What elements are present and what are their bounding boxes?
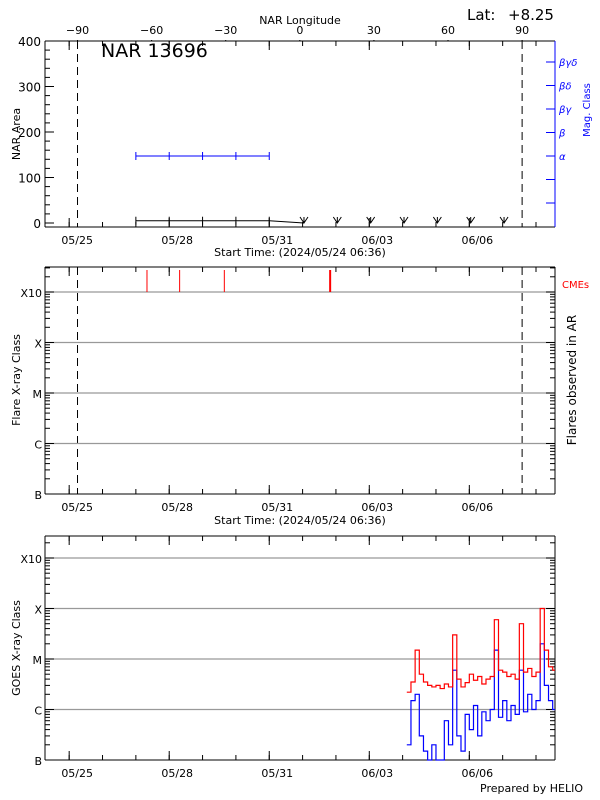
- x-axis-label-1: Start Time: (2024/05/24 06:36): [214, 246, 386, 259]
- mag-class-label: α: [559, 152, 566, 163]
- mag-class-label: βγδ: [558, 58, 577, 69]
- lon-tick-label: 0: [296, 24, 303, 37]
- lon-tick-label: −30: [214, 24, 237, 37]
- y-tick-label: X: [34, 338, 42, 351]
- y-axis-label-flare: Flare X-ray Class: [10, 334, 23, 426]
- upper-limit-arrow: [399, 216, 409, 224]
- upper-limit-arrow: [499, 216, 509, 224]
- y-tick-label: B: [34, 489, 42, 502]
- lon-tick-label: 30: [367, 24, 381, 37]
- x-tick-label: 05/25: [61, 501, 93, 514]
- goes-long-channel-line: [406, 607, 555, 693]
- x-tick-label: 05/25: [61, 234, 93, 247]
- x-tick-label: 05/31: [261, 501, 293, 514]
- goes-short-channel-line: [406, 643, 555, 761]
- latitude-label: Lat:: [467, 6, 495, 24]
- x-tick-label: 05/31: [261, 767, 293, 780]
- mag-class-label: βγ: [558, 105, 572, 116]
- upper-limit-arrow: [299, 216, 309, 224]
- chart-title: NAR 13696: [101, 40, 208, 62]
- y-tick-label: C: [34, 705, 42, 718]
- x-tick-label: 06/06: [461, 767, 493, 780]
- upper-limit-arrow: [366, 216, 376, 224]
- x-tick-label: 05/28: [161, 767, 193, 780]
- lon-tick-label: 90: [515, 24, 529, 37]
- upper-limit-arrow: [332, 216, 342, 224]
- y-tick-label: 0: [33, 217, 41, 231]
- x-tick-label: 06/06: [461, 501, 493, 514]
- mag-class-label: β: [558, 129, 566, 140]
- x-tick-label: 05/28: [161, 234, 193, 247]
- y-tick-label: C: [34, 439, 42, 452]
- lon-tick-label: −60: [140, 24, 163, 37]
- latitude-value: +8.25: [508, 6, 554, 24]
- upper-limit-arrow: [432, 216, 442, 224]
- lon-tick-label: 60: [441, 24, 455, 37]
- credit-text: Prepared by HELIO: [480, 782, 583, 795]
- y-tick-label: M: [33, 654, 43, 667]
- x-tick-label: 06/03: [361, 234, 393, 247]
- x-tick-label: 05/31: [261, 234, 293, 247]
- x-tick-label: 05/25: [61, 767, 93, 780]
- x-tick-label: 05/28: [161, 501, 193, 514]
- x-tick-label: 06/03: [361, 501, 393, 514]
- y2-axis-label-flares: Flares observed in AR: [565, 315, 579, 445]
- y-tick-label: X10: [20, 553, 42, 566]
- cme-label: CMEs: [562, 280, 589, 291]
- x-tick-label: 06/03: [361, 767, 393, 780]
- y-tick-label: B: [34, 755, 42, 768]
- y-tick-label: X: [34, 604, 42, 617]
- y-tick-label: 300: [18, 81, 41, 95]
- x-axis-label-2: Start Time: (2024/05/24 06:36): [214, 514, 386, 527]
- x-tick-label: 06/06: [461, 234, 493, 247]
- top-axis-label: NAR Longitude: [259, 14, 341, 27]
- nar-area-line: [135, 220, 305, 224]
- lon-tick-label: −90: [66, 24, 89, 37]
- y-tick-label: M: [33, 388, 43, 401]
- mag-class-label: βδ: [558, 82, 572, 93]
- y-tick-label: 200: [18, 126, 41, 140]
- y-axis-label-area: NAR Area: [10, 108, 23, 160]
- y-tick-label: 100: [18, 172, 41, 186]
- upper-limit-arrow: [466, 216, 476, 224]
- y2-axis-label-mag: Mag. Class: [582, 83, 593, 137]
- y-tick-label: 400: [18, 35, 41, 49]
- y-axis-label-goes: GOES X-ray Class: [10, 600, 23, 696]
- y-tick-label: X10: [20, 287, 42, 300]
